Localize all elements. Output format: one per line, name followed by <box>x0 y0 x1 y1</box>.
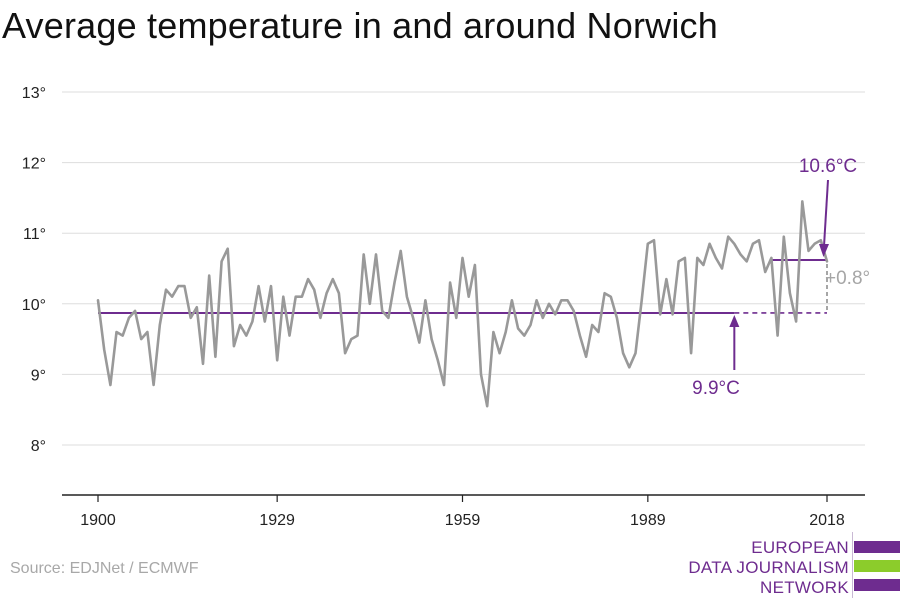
y-tick-labels: 8° 9° 10° 11° 12° 13° <box>22 85 46 455</box>
logo-bar-purple-top <box>854 541 900 553</box>
logo-bar-purple-bottom <box>854 579 900 591</box>
x-tick-label-1989: 1989 <box>630 512 666 529</box>
x-tick-labels: 1900 1929 1959 1989 2018 <box>80 512 845 529</box>
y-tick-label-12: 12° <box>22 156 46 173</box>
logo-line-3: NETWORK <box>760 578 849 597</box>
x-tick-label-1929: 1929 <box>259 512 295 529</box>
y-tick-label-10: 10° <box>22 297 46 314</box>
baseline-value-label: 9.9°C <box>692 378 740 399</box>
logo-line-2: DATA JOURNALISM <box>688 558 849 577</box>
y-tick-label-13: 13° <box>22 85 46 102</box>
x-tick-label-1900: 1900 <box>80 512 116 529</box>
difference-label: +0.8° <box>825 268 870 289</box>
y-tick-label-11: 11° <box>23 226 46 243</box>
x-axis <box>62 494 865 502</box>
logo-divider <box>852 532 853 598</box>
recent-arrow-shaft <box>823 179 829 247</box>
baseline-arrow-head <box>729 314 740 327</box>
x-tick-label-1959: 1959 <box>445 512 481 529</box>
annotations: 9.9°C 10.6°C +0.8° <box>692 156 870 399</box>
y-tick-label-9: 9° <box>31 367 46 384</box>
chart-title: Average temperature in and around Norwic… <box>2 5 718 46</box>
logo-line-1: EUROPEAN <box>751 538 849 557</box>
grid-lines <box>62 91 865 446</box>
y-tick-label-8: 8° <box>31 438 46 455</box>
recent-value-label: 10.6°C <box>799 156 857 177</box>
series-lines <box>96 200 829 408</box>
series-line-0 <box>96 200 829 408</box>
recent-arrow-head <box>819 244 829 258</box>
x-tick-label-2018: 2018 <box>809 512 845 529</box>
source-credit: Source: EDJNet / ECMWF <box>10 560 199 577</box>
edjnet-logo[interactable]: EUROPEAN DATA JOURNALISM NETWORK <box>688 530 900 600</box>
logo-bar-green <box>854 560 900 572</box>
